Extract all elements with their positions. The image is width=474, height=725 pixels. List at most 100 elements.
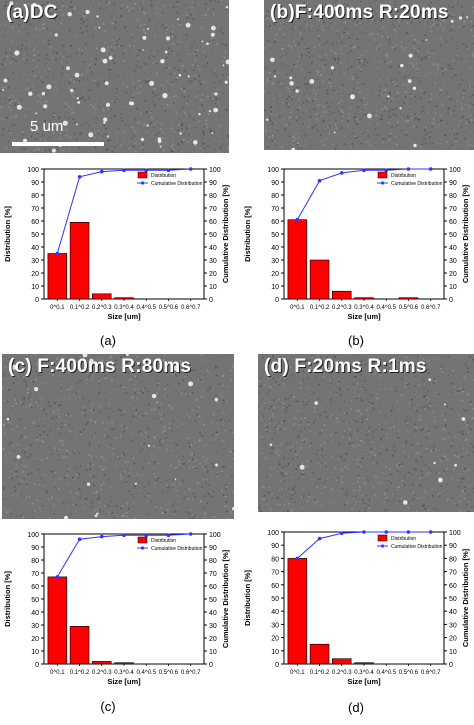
x-tick-label: 0.6^0.7 — [421, 670, 441, 676]
y2-tick-label: 80 — [209, 193, 217, 200]
y-tick-label: 90 — [31, 545, 39, 552]
legend-label-cumulative: Cumulative Distribution — [151, 181, 203, 187]
y-tick-label: 0 — [35, 662, 39, 669]
x-axis-label: Size [um] — [107, 312, 141, 321]
y2-tick-label: 40 — [209, 245, 217, 252]
caption-b: (b) — [348, 333, 364, 348]
y2-tick-label: 30 — [449, 622, 457, 629]
y-tick-label: 60 — [271, 583, 279, 590]
y2-tick-label: 50 — [449, 596, 457, 603]
distribution-bar — [114, 662, 134, 665]
x-tick-label: 0.5^0.6 — [159, 670, 179, 676]
x-tick-label: 0.6^0.7 — [421, 305, 441, 311]
y2-tick-label: 40 — [209, 610, 217, 617]
y2-tick-label: 0 — [449, 662, 453, 669]
y-axis-label: Distribution [%] — [243, 570, 252, 626]
y2-tick-label: 0 — [209, 297, 213, 304]
chart-c: 0 0 10 10 20 20 30 30 40 40 50 50 60 60 70 70 80 80 90 90 10… — [3, 532, 230, 686]
y2-tick-label: 0 — [449, 297, 453, 304]
chart-b: 0 0 10 10 20 20 30 30 40 40 50 50 60 60 70 70 80 80 90 90 10… — [243, 167, 470, 321]
legend-swatch-distribution — [137, 536, 148, 544]
distribution-bar — [287, 219, 308, 300]
cumulative-point — [55, 251, 60, 256]
x-tick-label: 0.6^0.7 — [181, 670, 201, 676]
cumulative-point — [340, 531, 344, 536]
x-tick-label: 0^0.1 — [50, 305, 65, 311]
y2-tick-label: 0 — [209, 662, 213, 669]
x-tick-label: 0.2^0.3 — [332, 305, 352, 311]
legend-label-cumulative: Cumulative Distribution — [151, 546, 203, 552]
cumulative-point — [317, 178, 322, 183]
cumulative-point — [100, 534, 104, 539]
distribution-bar — [287, 558, 308, 665]
x-tick-label: 0.5^0.6 — [399, 305, 419, 311]
y-tick-label: 0 — [275, 662, 279, 669]
y-tick-label: 10 — [31, 649, 39, 656]
y-tick-label: 30 — [31, 258, 39, 265]
y-tick-label: 20 — [31, 271, 39, 278]
sem-image-c: (c) F:400ms R:80ms — [2, 354, 234, 519]
sem-image-d: (d) F:20ms R:1ms — [258, 354, 474, 512]
sem-title-d: (d) F:20ms R:1ms — [264, 356, 427, 377]
y2-tick-label: 60 — [209, 584, 217, 591]
y-tick-label: 80 — [271, 556, 279, 563]
y2-tick-label: 20 — [209, 636, 217, 643]
y2-tick-label: 30 — [209, 258, 217, 265]
x-tick-label: 0.1^0.2 — [310, 305, 330, 311]
caption-a: (a) — [100, 333, 116, 348]
cumulative-point — [406, 530, 411, 534]
chart-d: 0 0 10 10 20 20 30 30 40 40 50 50 60 60 70 70 80 80 90 90 10… — [243, 530, 470, 686]
cumulative-point — [100, 169, 104, 174]
y-tick-label: 30 — [271, 258, 279, 265]
y2-tick-label: 60 — [449, 219, 457, 226]
y2-tick-label: 100 — [209, 167, 221, 174]
y-axis-label: Distribution [%] — [243, 206, 252, 262]
sem-texture — [2, 354, 234, 519]
cumulative-point — [144, 168, 148, 173]
cumulative-point — [122, 533, 126, 538]
x-tick-label: 0.2^0.3 — [92, 670, 112, 676]
y2-axis-label: Cumulative Distribution [%] — [461, 184, 470, 283]
cumulative-point — [55, 575, 60, 579]
legend-label-distribution: Distribution — [151, 538, 176, 544]
y2-tick-label: 70 — [449, 570, 457, 577]
cumulative-point — [188, 532, 193, 536]
y-tick-label: 60 — [31, 584, 39, 591]
legend-label-distribution: Distribution — [391, 536, 416, 542]
cumulative-point — [166, 168, 171, 173]
legend-label-distribution: Distribution — [391, 173, 416, 179]
x-tick-label: 0^0.1 — [290, 670, 305, 676]
y2-tick-label: 50 — [449, 232, 457, 239]
sem-title-a: (a)DC — [6, 2, 58, 23]
y-tick-label: 90 — [271, 180, 279, 187]
cumulative-point — [295, 556, 300, 561]
x-tick-label: 0.1^0.2 — [310, 670, 330, 676]
legend-marker-cumulative — [140, 546, 145, 550]
y-tick-label: 60 — [31, 219, 39, 226]
legend-label-cumulative: Cumulative Distribution — [391, 544, 443, 550]
y2-tick-label: 80 — [449, 193, 457, 200]
x-tick-label: 0.3^0.4 — [354, 670, 374, 676]
y-tick-label: 70 — [271, 570, 279, 577]
y2-tick-label: 30 — [449, 258, 457, 265]
legend-swatch-distribution — [377, 171, 388, 179]
sem-title-c: (c) F:400ms R:80ms — [8, 356, 192, 377]
y-tick-label: 40 — [271, 609, 279, 616]
sem-title-b: (b)F:400ms R:20ms — [270, 2, 449, 23]
distribution-bar — [69, 221, 90, 300]
sem-texture — [258, 354, 474, 512]
y2-axis-label: Cumulative Distribution [%] — [221, 549, 230, 648]
y2-tick-label: 60 — [209, 219, 217, 226]
y2-tick-label: 70 — [209, 206, 217, 213]
y-tick-label: 70 — [271, 206, 279, 213]
x-axis-label: Size [um] — [107, 677, 141, 686]
y-tick-label: 50 — [31, 232, 39, 239]
x-tick-label: 0.4^0.5 — [136, 305, 156, 311]
y2-tick-label: 80 — [209, 558, 217, 565]
y-tick-label: 100 — [27, 532, 39, 539]
y-tick-label: 40 — [31, 245, 39, 252]
y2-tick-label: 20 — [209, 271, 217, 278]
cumulative-point — [295, 217, 300, 222]
x-tick-label: 0.1^0.2 — [70, 305, 90, 311]
y2-tick-label: 70 — [449, 206, 457, 213]
